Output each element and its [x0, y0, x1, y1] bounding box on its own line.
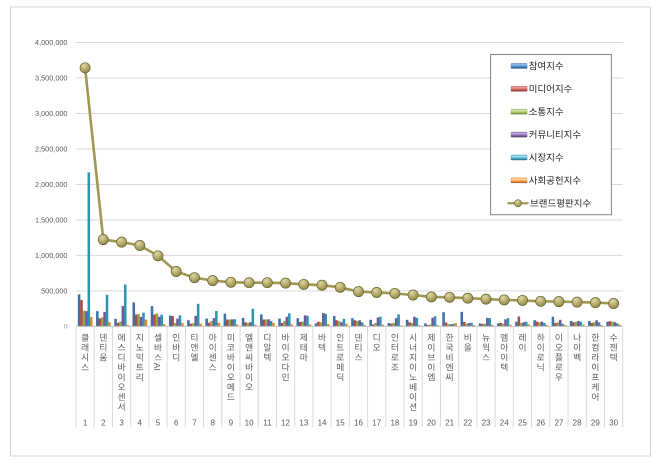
svg-text:24: 24	[500, 419, 509, 428]
svg-text:2,500,000: 2,500,000	[35, 145, 67, 154]
svg-text:18: 18	[390, 419, 399, 428]
svg-text:23: 23	[482, 419, 491, 428]
svg-text:0: 0	[64, 324, 68, 331]
svg-text:29: 29	[591, 419, 600, 428]
svg-text:5: 5	[156, 419, 161, 428]
svg-text:10: 10	[245, 419, 254, 428]
svg-text:1,000,000: 1,000,000	[35, 251, 67, 260]
svg-text:3,500,000: 3,500,000	[35, 74, 67, 83]
svg-text:8: 8	[210, 419, 215, 428]
svg-text:2: 2	[101, 419, 106, 428]
svg-text:12: 12	[281, 419, 290, 428]
svg-text:22: 22	[463, 419, 472, 428]
svg-text:9: 9	[229, 419, 234, 428]
svg-text:2,000,000: 2,000,000	[35, 180, 67, 189]
svg-text:15: 15	[336, 419, 345, 428]
svg-text:6: 6	[174, 419, 179, 428]
svg-text:1: 1	[83, 419, 88, 428]
svg-text:30: 30	[609, 419, 618, 428]
svg-text:14: 14	[318, 419, 327, 428]
svg-text:11: 11	[263, 419, 272, 428]
svg-text:27: 27	[554, 419, 563, 428]
svg-text:21: 21	[445, 419, 454, 428]
svg-text:25: 25	[518, 419, 527, 428]
svg-text:500,000: 500,000	[41, 287, 67, 296]
svg-text:3,000,000: 3,000,000	[35, 109, 67, 118]
svg-text:13: 13	[299, 419, 308, 428]
svg-text:19: 19	[409, 419, 418, 428]
svg-text:AI: AI	[152, 363, 162, 371]
svg-text:4: 4	[138, 419, 143, 428]
svg-text:1,500,000: 1,500,000	[35, 216, 67, 225]
svg-text:28: 28	[573, 419, 582, 428]
svg-text:4,000,000: 4,000,000	[35, 38, 67, 47]
svg-text:20: 20	[427, 419, 436, 428]
svg-text:7: 7	[192, 419, 197, 428]
svg-text:17: 17	[372, 419, 381, 428]
svg-text:16: 16	[354, 419, 363, 428]
svg-text:3: 3	[119, 419, 124, 428]
svg-text:26: 26	[536, 419, 545, 428]
